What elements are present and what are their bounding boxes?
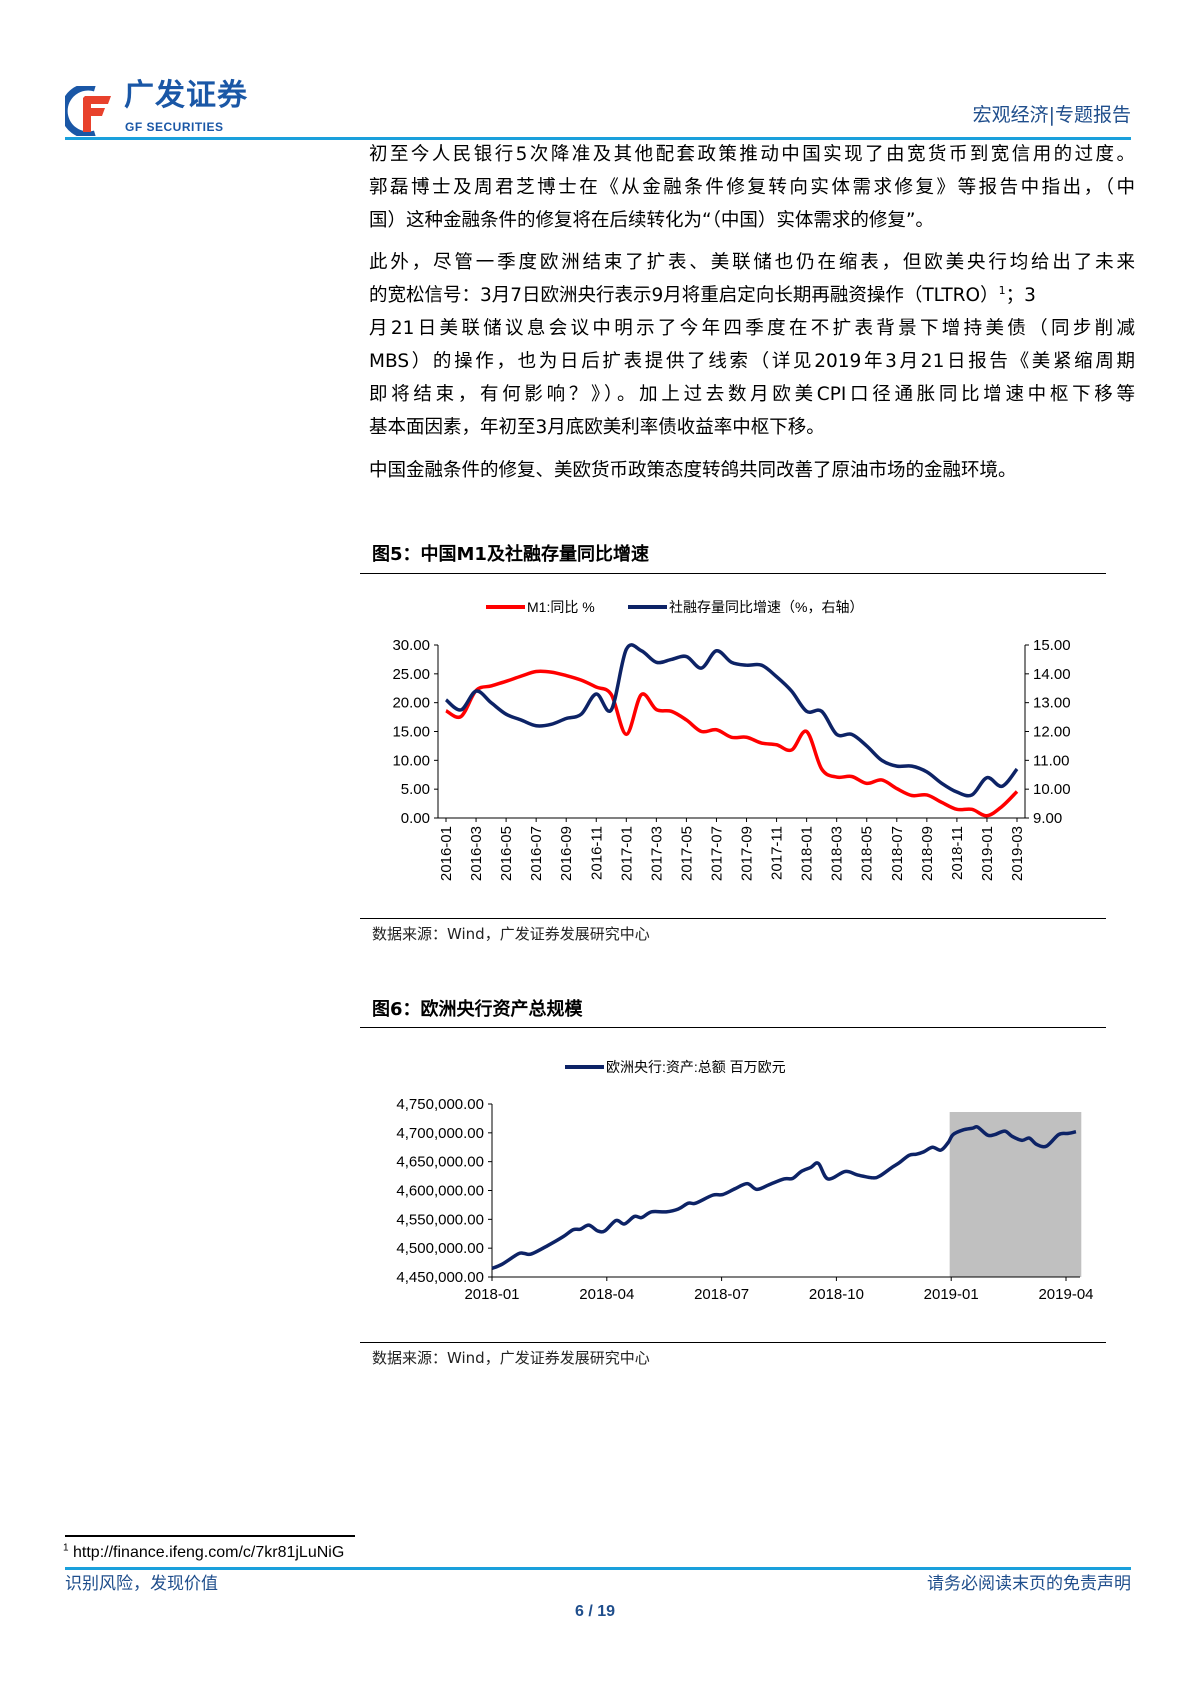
body-line: 中国金融条件的修复、美欧货币政策态度转鸽共同改善了原油市场的金融环境。: [369, 460, 1017, 481]
y-left-tick-label: 5.00: [401, 781, 430, 798]
y-right-tick-label: 15.00: [1033, 637, 1071, 654]
series-line-m1: [445, 669, 1019, 818]
figure6-chart: 欧洲央行:资产:总额 百万欧元 4,450,000.00 4,500,000.00 4…: [396, 1059, 1093, 1303]
y-tick-label: 4,550,000.00: [396, 1211, 484, 1228]
y-right-tick-label: 13.00: [1033, 695, 1071, 712]
x-tick-label: 2016-03: [468, 826, 485, 881]
series-line-tsf: [444, 643, 1019, 798]
y-right-tick-label: 10.00: [1033, 781, 1071, 798]
x-tick-label: 2017-03: [648, 826, 665, 881]
y-left-tick-label: 0.00: [401, 810, 430, 827]
footer-divider: [65, 1567, 1131, 1570]
footer-disclaimer: 请务必阅读末页的免责声明: [927, 1574, 1131, 1594]
figure6-bottom-rule: [360, 1342, 1106, 1343]
x-tick-label: 2018-07: [694, 1286, 749, 1303]
y-left-tick-label: 10.00: [392, 752, 430, 769]
x-tick-label: 2016-01: [438, 826, 455, 881]
y-left-tick-label: 30.00: [392, 637, 430, 654]
legend-label-m1: M1:同比 %: [527, 599, 595, 615]
x-tick-label: 2016-07: [528, 826, 545, 881]
figure5-title: 图5：中国M1及社融存量同比增速: [372, 544, 649, 565]
y-left-tick-label: 15.00: [392, 724, 430, 741]
y-tick-label: 4,750,000.00: [396, 1096, 484, 1113]
footnote-divider: [65, 1535, 355, 1537]
y-right-tick-label: 9.00: [1033, 810, 1062, 827]
x-tick-label: 2017-05: [678, 826, 695, 881]
x-tick-label: 2018-10: [809, 1286, 864, 1303]
figure6-top-rule: [360, 1027, 1106, 1028]
figure5-top-rule: [360, 573, 1106, 574]
x-tick-label: 2018-01: [799, 826, 816, 881]
y-right-tick-label: 14.00: [1033, 666, 1071, 683]
y-tick-label: 4,450,000.00: [396, 1269, 484, 1286]
body-line: 即将结束，有何影响？》）。加上过去数月欧美CPI口径通胀同比增速中枢下移等: [369, 384, 1135, 405]
body-line: 此外，尽管一季度欧洲结束了扩表、美联储也仍在缩表，但欧美央行均给出了未来: [369, 252, 1135, 273]
page-number: 6 / 19: [574, 1603, 616, 1620]
logo-text-en: GF SECURITIES: [125, 120, 224, 134]
body-line: 的宽松信号：3月7日欧洲央行表示9月将重启定向长期再融资操作（TLTRO）1；3: [369, 284, 1135, 308]
x-tick-label: 2016-05: [498, 826, 515, 881]
x-tick-label: 2019-03: [1009, 826, 1026, 881]
footnote: 1 http://finance.ifeng.com/c/7kr81jLuNiG: [63, 1543, 344, 1563]
y-tick-label: 4,500,000.00: [396, 1240, 484, 1257]
body-line: MBS）的操作，也为日后扩表提供了线索（详见2019年3月21日报告《美紧缩周期: [369, 351, 1135, 372]
body-line: 郭磊博士及周君芝博士在《从金融条件修复转向实体需求修复》等报告中指出，（中: [369, 177, 1135, 198]
figure5-chart: M1:同比 % 社融存量同比增速（%，右轴） 0.00 5.00 10.00 15.00 2…: [392, 599, 1071, 881]
figure5-source: 数据来源：Wind，广发证券发展研究中心: [372, 925, 650, 943]
footnote-ref[interactable]: 1: [998, 283, 1006, 297]
y-tick-label: 4,650,000.00: [396, 1154, 484, 1171]
gf-logo-icon: [65, 86, 111, 136]
body-line: 基本面因素，年初至3月底欧美利率债收益率中枢下移。: [369, 417, 825, 438]
y-left-tick-label: 20.00: [392, 695, 430, 712]
x-tick-label: 2019-01: [924, 1286, 979, 1303]
x-tick-label: 2018-09: [919, 826, 936, 881]
footnote-link[interactable]: http://finance.ifeng.com/c/7kr81jLuNiG: [73, 1544, 345, 1561]
y-left-tick-label: 25.00: [392, 666, 430, 683]
x-tick-label: 2018-05: [859, 826, 876, 881]
x-tick-label: 2018-11: [949, 826, 966, 880]
x-tick-label: 2016-09: [558, 826, 575, 881]
x-tick-label: 2017-01: [618, 826, 635, 881]
y-right-tick-label: 12.00: [1033, 724, 1071, 741]
x-tick-label: 2018-03: [829, 826, 846, 881]
x-tick-label: 2018-04: [579, 1286, 634, 1303]
x-tick-label: 2019-04: [1038, 1286, 1093, 1303]
report-section: 宏观经济|专题报告: [972, 104, 1131, 126]
y-right-tick-label: 11.00: [1033, 752, 1069, 769]
x-tick-label: 2017-09: [739, 826, 756, 881]
figure6-title: 图6：欧洲央行资产总规模: [372, 999, 583, 1020]
footnote-number: 1: [63, 1542, 69, 1554]
x-tick-label: 2019-01: [979, 826, 996, 881]
body-line-text: 的宽松信号：3月7日欧洲央行表示9月将重启定向长期再融资操作（TLTRO）: [369, 285, 999, 306]
x-tick-label: 2018-01: [464, 1286, 519, 1303]
figure6-source: 数据来源：Wind，广发证券发展研究中心: [372, 1349, 650, 1367]
body-line: 国）这种金融条件的修复将在后续转化为“（中国）实体需求的修复”。: [369, 210, 934, 231]
y-tick-label: 4,700,000.00: [396, 1125, 484, 1142]
body-line: 初至今人民银行5次降准及其他配套政策推动中国实现了由宽货币到宽信用的过度。: [369, 144, 1135, 165]
legend-label-tsf: 社融存量同比增速（%，右轴）: [669, 599, 863, 615]
y-tick-label: 4,600,000.00: [396, 1183, 484, 1200]
x-tick-label: 2016-11: [588, 826, 605, 880]
logo-text-cn: 广发证券: [124, 78, 248, 113]
body-line-text: ；3: [1005, 285, 1036, 306]
footer-slogan: 识别风险，发现价值: [65, 1574, 218, 1594]
x-tick-label: 2017-07: [708, 826, 725, 881]
header-divider: [65, 137, 1131, 140]
x-tick-label: 2018-07: [889, 826, 906, 881]
figure5-bottom-rule: [360, 918, 1106, 919]
x-tick-label: 2017-11: [769, 826, 786, 880]
legend-label-ecb: 欧洲央行:资产:总额 百万欧元: [606, 1059, 786, 1075]
series-line-ecb-assets: [491, 1124, 1077, 1270]
body-line: 月21日美联储议息会议中明示了今年四季度在不扩表背景下增持美债（同步削减: [369, 318, 1135, 339]
